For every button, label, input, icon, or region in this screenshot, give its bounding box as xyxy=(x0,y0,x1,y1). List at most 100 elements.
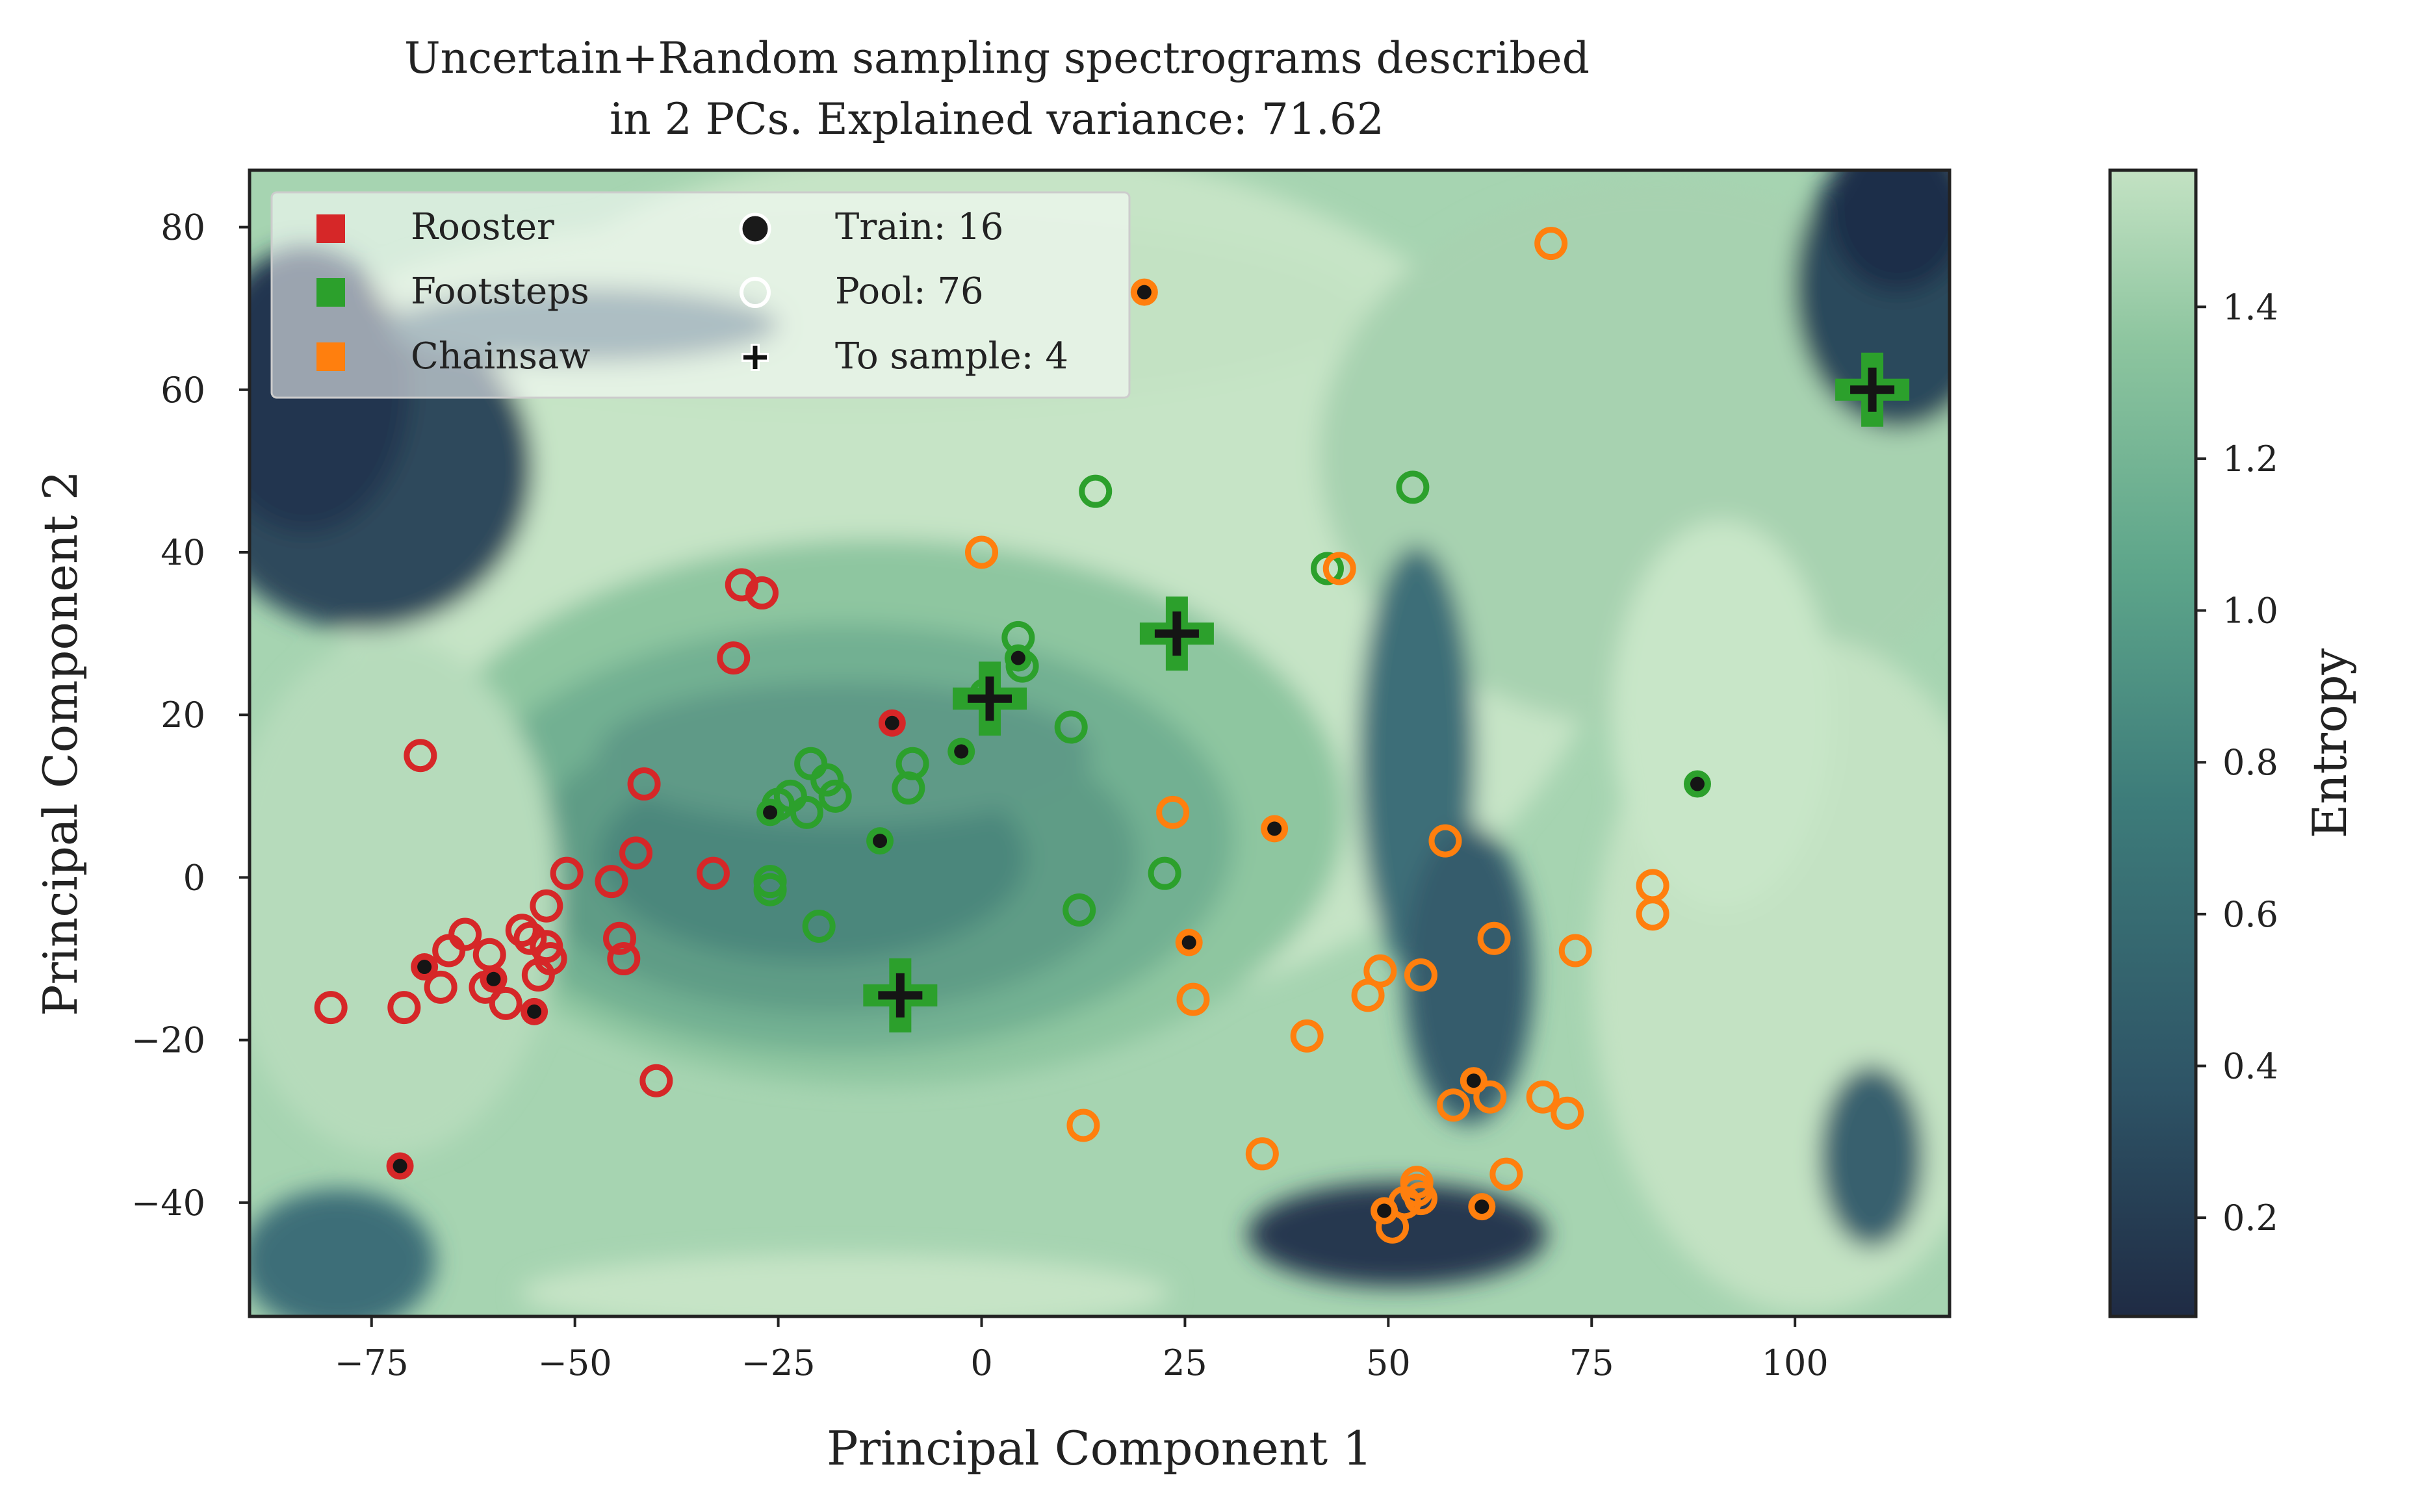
rooster-pool-point xyxy=(404,739,437,773)
y-tick-label: 60 xyxy=(161,370,205,411)
legend-pool-marker xyxy=(740,277,771,308)
x-tick-label: 75 xyxy=(1569,1342,1614,1383)
legend-pool-label: Pool: 76 xyxy=(835,270,984,313)
legend-chainsaw-swatch xyxy=(316,342,345,371)
x-tick-label: −25 xyxy=(741,1342,816,1383)
legend-box xyxy=(270,191,1131,399)
rooster-pool-point xyxy=(513,921,547,955)
footsteps-pool-point xyxy=(1148,856,1181,890)
rooster-pool-point xyxy=(603,921,637,955)
rooster-pool-point xyxy=(627,767,661,801)
chainsaw-pool-point xyxy=(1322,552,1356,585)
colorbar-tick-label: 1.0 xyxy=(2222,591,2278,632)
legend-train-marker xyxy=(739,212,771,245)
colorbar-ticks: 0.2 0.4 0.6 0.8 1.0 1.2 1.4 xyxy=(2196,287,2278,1238)
axis-ticks: −75 −50 −25 0 25 50 75 100 −40 −20 0 20 40 60 80 xyxy=(131,207,1829,1383)
footsteps-pool-point xyxy=(1054,710,1088,744)
colorbar-tick-label: 0.8 xyxy=(2222,742,2278,783)
x-tick-label: 100 xyxy=(1762,1342,1829,1383)
chainsaw-train-point xyxy=(1371,1197,1398,1225)
x-tick-label: −50 xyxy=(538,1342,612,1383)
y-axis-label: Principal Component 2 xyxy=(33,470,88,1016)
chainsaw-train-point xyxy=(1130,278,1158,306)
footsteps-to-sample-point xyxy=(1835,352,1910,427)
rooster-pool-point xyxy=(717,641,751,675)
y-tick-label: 40 xyxy=(161,532,205,573)
rooster-pool-point xyxy=(387,991,421,1025)
chainsaw-pool-point xyxy=(1558,934,1592,967)
chainsaw-pool-point xyxy=(1176,982,1210,1016)
chainsaw-pool-point xyxy=(1400,1166,1434,1199)
chainsaw-pool-point xyxy=(1526,1080,1560,1114)
rooster-pool-point xyxy=(595,865,628,899)
colorbar-tick-label: 0.6 xyxy=(2222,894,2278,935)
chainsaw-train-point xyxy=(1468,1193,1496,1221)
footsteps-pool-point xyxy=(895,747,929,780)
x-tick-label: 25 xyxy=(1163,1342,1207,1383)
x-tick-label: −75 xyxy=(335,1342,409,1383)
footsteps-train-point xyxy=(947,737,975,765)
rooster-pool-point xyxy=(619,836,653,870)
chart-title-line2: in 2 PCs. Explained variance: 71.62 xyxy=(610,94,1384,144)
chainsaw-pool-point xyxy=(1363,954,1397,988)
chainsaw-pool-point xyxy=(965,535,999,569)
legend-rooster-swatch xyxy=(316,214,345,243)
rooster-pool-point xyxy=(534,942,567,976)
footsteps-train-point xyxy=(1004,644,1032,672)
chainsaw-pool-point xyxy=(1436,1088,1470,1122)
legend-rooster-label: Rooster xyxy=(411,206,554,248)
rooster-pool-point xyxy=(607,942,641,976)
colorbar-tick-label: 1.2 xyxy=(2222,439,2278,480)
x-tick-label: 0 xyxy=(970,1342,992,1383)
colorbar-tick-label: 0.4 xyxy=(2222,1045,2278,1086)
footsteps-to-sample-point xyxy=(863,958,938,1032)
y-tick-label: 80 xyxy=(161,207,205,248)
chainsaw-pool-point xyxy=(1636,897,1669,931)
colorbar-tick-label: 1.4 xyxy=(2222,287,2278,327)
colorbar-gradient xyxy=(2108,168,2198,1318)
y-tick-label: −20 xyxy=(131,1020,205,1061)
rooster-pool-point xyxy=(424,970,457,1004)
rooster-pool-point xyxy=(550,856,584,890)
colorbar-label: Entropy xyxy=(2302,648,2357,838)
legend-footsteps-label: Footsteps xyxy=(411,270,589,313)
legend-train-label: Train: 16 xyxy=(835,206,1003,248)
rooster-pool-point xyxy=(505,914,539,947)
x-tick-label: 50 xyxy=(1366,1342,1411,1383)
rooster-train-point xyxy=(480,965,508,993)
footsteps-to-sample-point xyxy=(1139,596,1214,671)
rooster-pool-point xyxy=(745,576,779,610)
colorbar: 0.2 0.4 0.6 0.8 1.0 1.2 1.4 Entropy xyxy=(2108,168,2357,1318)
y-tick-label: −40 xyxy=(131,1183,205,1224)
chainsaw-pool-point xyxy=(1551,1096,1584,1130)
footsteps-pool-point xyxy=(753,873,787,906)
footsteps-train-point xyxy=(756,799,784,826)
chainsaw-pool-point xyxy=(1477,921,1511,955)
rooster-pool-point xyxy=(489,986,522,1020)
rooster-pool-point xyxy=(639,1064,673,1097)
chainsaw-pool-point xyxy=(1404,1182,1437,1216)
rooster-pool-point xyxy=(725,568,758,602)
rooster-train-point xyxy=(521,997,548,1025)
chainsaw-pool-point xyxy=(1428,824,1462,858)
footsteps-pool-point xyxy=(810,763,844,797)
chart-title-line1: Uncertain+Random sampling spectrograms d… xyxy=(404,33,1590,83)
chainsaw-pool-point xyxy=(1489,1157,1523,1191)
footsteps-train-point xyxy=(1683,770,1711,798)
y-tick-label: 20 xyxy=(161,695,205,736)
footsteps-pool-point xyxy=(818,779,852,813)
chainsaw-pool-point xyxy=(1290,1019,1324,1053)
rooster-pool-point xyxy=(314,991,348,1025)
chainsaw-train-point xyxy=(1261,815,1289,843)
x-axis-label: Principal Component 1 xyxy=(827,1421,1372,1476)
legend-chainsaw-label: Chainsaw xyxy=(411,335,590,378)
rooster-train-point xyxy=(878,709,906,737)
chainsaw-pool-point xyxy=(1534,227,1568,261)
footsteps-to-sample-point xyxy=(953,661,1027,736)
chainsaw-pool-point xyxy=(1473,1080,1507,1114)
footsteps-pool-point xyxy=(802,909,836,943)
rooster-pool-point xyxy=(448,917,482,951)
scatter-points xyxy=(314,227,1910,1244)
legend-tosample-label: To sample: 4 xyxy=(835,335,1068,378)
